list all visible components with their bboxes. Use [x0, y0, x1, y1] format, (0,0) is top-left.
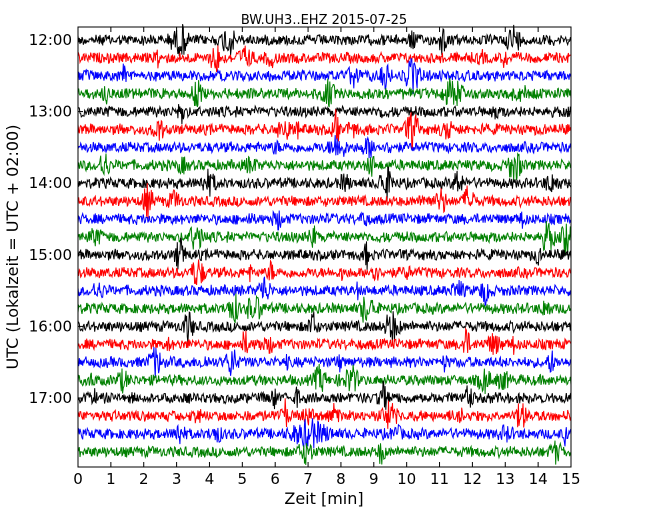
y-tick-label-12:00: 12:00	[29, 31, 72, 49]
x-tick-label-9: 9	[369, 470, 379, 488]
x-tick-label-11: 11	[430, 470, 449, 488]
x-tick-label-8: 8	[336, 470, 346, 488]
trace-6	[77, 109, 572, 150]
trace-21	[77, 380, 572, 410]
trace-24	[77, 440, 572, 465]
y-tick-label-13:00: 13:00	[29, 103, 72, 121]
x-tick-label-13: 13	[496, 470, 515, 488]
x-tick-label-7: 7	[303, 470, 313, 488]
trace-11	[77, 209, 572, 231]
trace-17	[77, 311, 572, 344]
trace-10	[77, 183, 572, 219]
trace-12	[77, 220, 572, 256]
x-axis: 0 1 2 3 4 5 6 7 8 9 10 11 12 13 14 15	[73, 27, 581, 488]
trace-16	[77, 293, 572, 324]
x-tick-label-15: 15	[561, 470, 580, 488]
trace-22	[77, 398, 572, 429]
trace-15	[77, 276, 572, 307]
x-tick-label-1: 1	[106, 470, 116, 488]
x-tick-label-2: 2	[139, 470, 149, 488]
y-axis-label: UTC (Lokalzeit = UTC + 02:00)	[3, 125, 22, 370]
trace-7	[77, 135, 572, 159]
x-tick-label-12: 12	[463, 470, 482, 488]
trace-2	[77, 45, 572, 73]
trace-23	[77, 418, 572, 449]
x-tick-label-0: 0	[73, 470, 83, 488]
trace-13	[77, 237, 572, 270]
x-tick-label-4: 4	[205, 470, 215, 488]
trace-3	[77, 58, 572, 94]
trace-5	[77, 104, 572, 125]
x-tick-label-10: 10	[397, 470, 416, 488]
x-tick-label-5: 5	[238, 470, 248, 488]
trace-19	[77, 346, 572, 378]
trace-18	[77, 327, 572, 355]
trace-9	[77, 166, 572, 202]
trace-4	[77, 78, 572, 108]
y-tick-label-14:00: 14:00	[29, 174, 72, 192]
plot-frame	[77, 26, 572, 468]
chart-title: BW.UH3..EHZ 2015-07-25	[241, 13, 407, 28]
x-axis-label: Zeit [min]	[284, 489, 363, 508]
y-tick-label-17:00: 17:00	[29, 389, 72, 407]
trace-8	[77, 152, 572, 181]
y-tick-label-16:00: 16:00	[29, 317, 72, 335]
y-tick-label-15:00: 15:00	[29, 246, 72, 264]
x-tick-label-3: 3	[172, 470, 182, 488]
trace-1	[77, 24, 572, 57]
x-tick-label-14: 14	[529, 470, 548, 488]
traces-group	[77, 24, 572, 465]
y-axis: 12:00 13:00 14:00 15:00 16:00 17:00	[29, 31, 571, 407]
trace-20	[77, 363, 572, 395]
trace-14	[77, 259, 572, 286]
x-tick-label-6: 6	[270, 470, 280, 488]
